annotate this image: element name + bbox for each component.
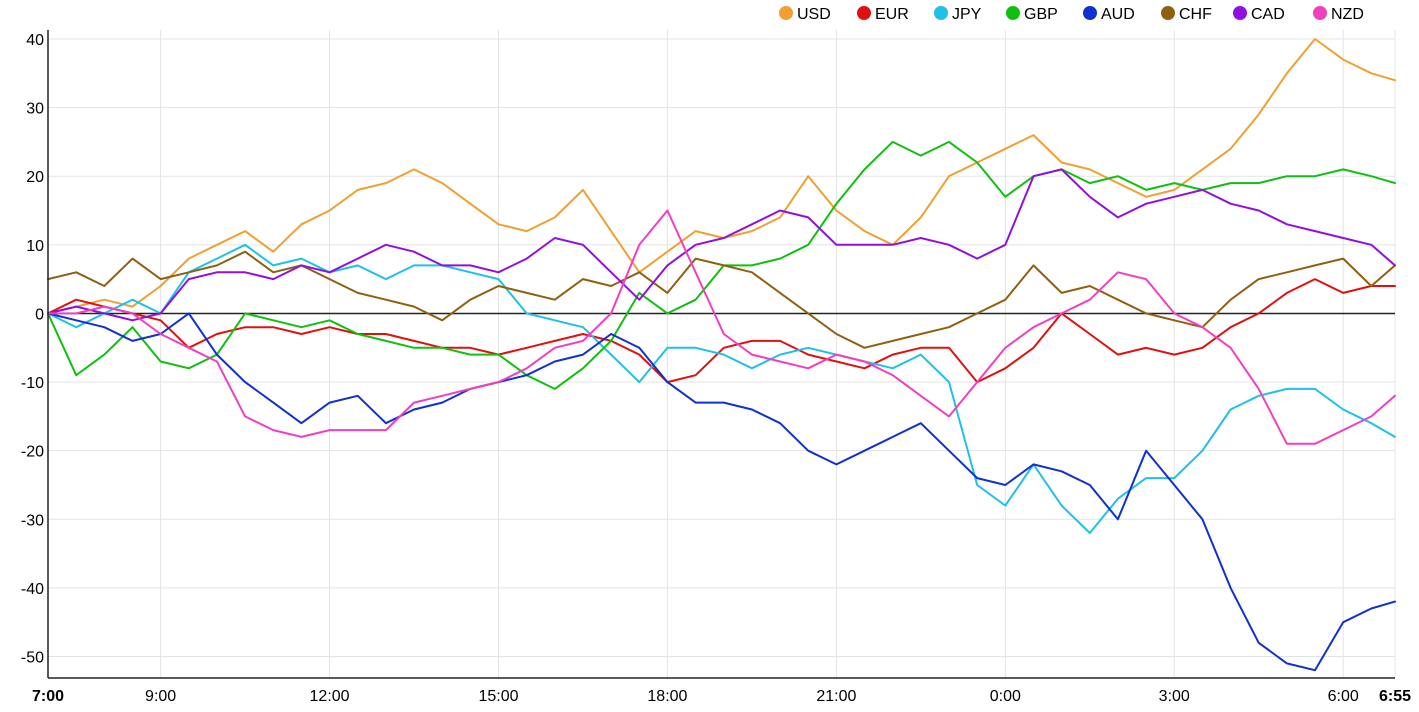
legend: USD EUR JPY GBP AUD CHF CAD NZD (779, 6, 1364, 23)
x-tick-label: 6:55 (1379, 688, 1411, 705)
y-tick-label: -20 (21, 444, 44, 461)
legend-swatch (1161, 6, 1175, 20)
series-line-chf (47, 250, 1396, 349)
legend-swatch (1083, 6, 1097, 20)
series-line-nzd (47, 209, 1396, 445)
legend-item-usd[interactable]: USD (779, 6, 831, 23)
x-tick-label: 12:00 (310, 688, 350, 705)
legend-swatch (779, 6, 793, 20)
x-tick-label: 7:00 (32, 688, 64, 705)
axes (47, 30, 1395, 679)
x-tick-label: 3:00 (1159, 688, 1190, 705)
legend-item-nzd[interactable]: NZD (1313, 6, 1364, 23)
y-tick-label: 10 (26, 238, 44, 255)
x-axis-ticks: 7:00 9:00 12:00 15:00 18:00 21:00 0:00 3:00 6:00… (32, 688, 1411, 705)
y-tick-label: 40 (26, 32, 44, 49)
legend-swatch (1006, 6, 1020, 20)
legend-item-chf[interactable]: CHF (1161, 6, 1212, 23)
legend-swatch (934, 6, 948, 20)
legend-label: CHF (1179, 6, 1212, 23)
series-line-jpy (47, 243, 1396, 534)
legend-item-gbp[interactable]: GBP (1006, 6, 1058, 23)
legend-label: USD (797, 6, 831, 23)
y-tick-label: -10 (21, 375, 44, 392)
legend-item-eur[interactable]: EUR (857, 6, 909, 23)
legend-swatch (1233, 6, 1247, 20)
series-lines (47, 38, 1396, 672)
x-tick-label: 9:00 (145, 688, 176, 705)
y-tick-label: 0 (35, 306, 44, 323)
x-tick-label: 18:00 (647, 688, 687, 705)
series-line-cad (47, 168, 1396, 322)
legend-label: JPY (952, 6, 982, 23)
legend-swatch (1313, 6, 1327, 20)
y-tick-label: 20 (26, 169, 44, 186)
y-tick-label: 30 (26, 101, 44, 118)
legend-item-aud[interactable]: AUD (1083, 6, 1135, 23)
legend-item-cad[interactable]: CAD (1233, 6, 1285, 23)
legend-label: EUR (875, 6, 909, 23)
x-tick-label: 21:00 (816, 688, 856, 705)
legend-label: GBP (1024, 6, 1058, 23)
x-tick-label: 6:00 (1328, 688, 1359, 705)
y-tick-label: -50 (21, 650, 44, 667)
y-tick-label: -30 (21, 512, 44, 529)
x-tick-label: 0:00 (990, 688, 1021, 705)
legend-label: AUD (1101, 6, 1135, 23)
series-line-eur (47, 278, 1396, 384)
y-tick-label: -40 (21, 581, 44, 598)
legend-label: NZD (1331, 6, 1364, 23)
legend-item-jpy[interactable]: JPY (934, 6, 982, 23)
x-tick-label: 15:00 (478, 688, 518, 705)
series-line-aud (47, 312, 1396, 672)
y-axis-ticks: 40 30 20 10 0 -10 -20 -30 -40 -50 (21, 32, 44, 667)
legend-swatch (857, 6, 871, 20)
legend-label: CAD (1251, 6, 1285, 23)
